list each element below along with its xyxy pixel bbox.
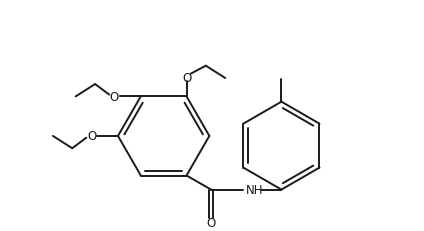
Text: O: O xyxy=(182,72,191,85)
Text: O: O xyxy=(87,130,96,143)
Text: O: O xyxy=(110,91,119,103)
Text: NH: NH xyxy=(246,183,264,196)
Text: O: O xyxy=(206,216,216,229)
